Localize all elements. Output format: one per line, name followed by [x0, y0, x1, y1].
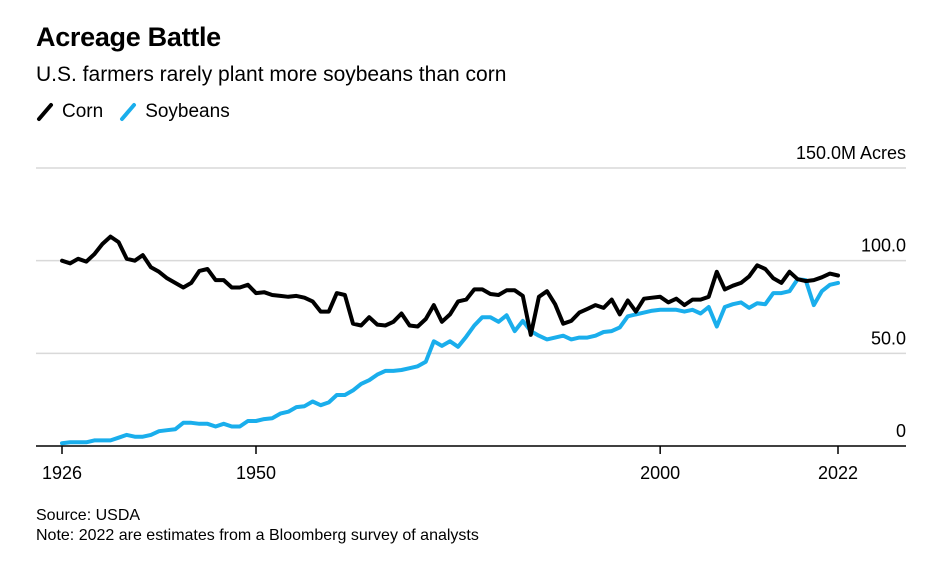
footer: Source: USDA Note: 2022 are estimates fr… — [36, 506, 479, 546]
source-note: Source: USDA — [36, 507, 141, 524]
legend: Corn Soybeans — [36, 101, 246, 123]
series-line-soybeans — [60, 277, 840, 446]
legend-label-corn: Corn — [62, 101, 104, 122]
corn-swatch-icon — [37, 103, 53, 121]
legend-label-soybeans: Soybeans — [145, 101, 230, 122]
y-tick-label: 150.0M Acres — [796, 143, 906, 163]
y-tick-label: 100.0 — [861, 236, 906, 256]
estimate-note: Note: 2022 are estimates from a Bloomber… — [36, 527, 479, 544]
legend-item-soybeans: Soybeans — [119, 101, 230, 123]
y-tick-label: 0 — [896, 421, 906, 441]
x-tick-label: 2000 — [640, 463, 680, 483]
chart-title: Acreage Battle — [36, 22, 221, 52]
soybeans-swatch-icon — [120, 103, 137, 121]
legend-item-corn: Corn — [36, 101, 103, 123]
series-line-corn — [60, 234, 840, 337]
x-tick-label: 2022 — [818, 463, 858, 483]
y-tick-label: 50.0 — [871, 328, 906, 348]
chart-subtitle: U.S. farmers rarely plant more soybeans … — [36, 63, 507, 86]
x-tick-label: 1926 — [42, 463, 82, 483]
grid-layer — [36, 167, 906, 355]
x-tick-label: 1950 — [236, 463, 276, 483]
series-layer — [60, 234, 840, 446]
axis-layer: 150.0M Acres 100.0 50.0 0 1926 1950 2000 2022 — [36, 143, 906, 483]
